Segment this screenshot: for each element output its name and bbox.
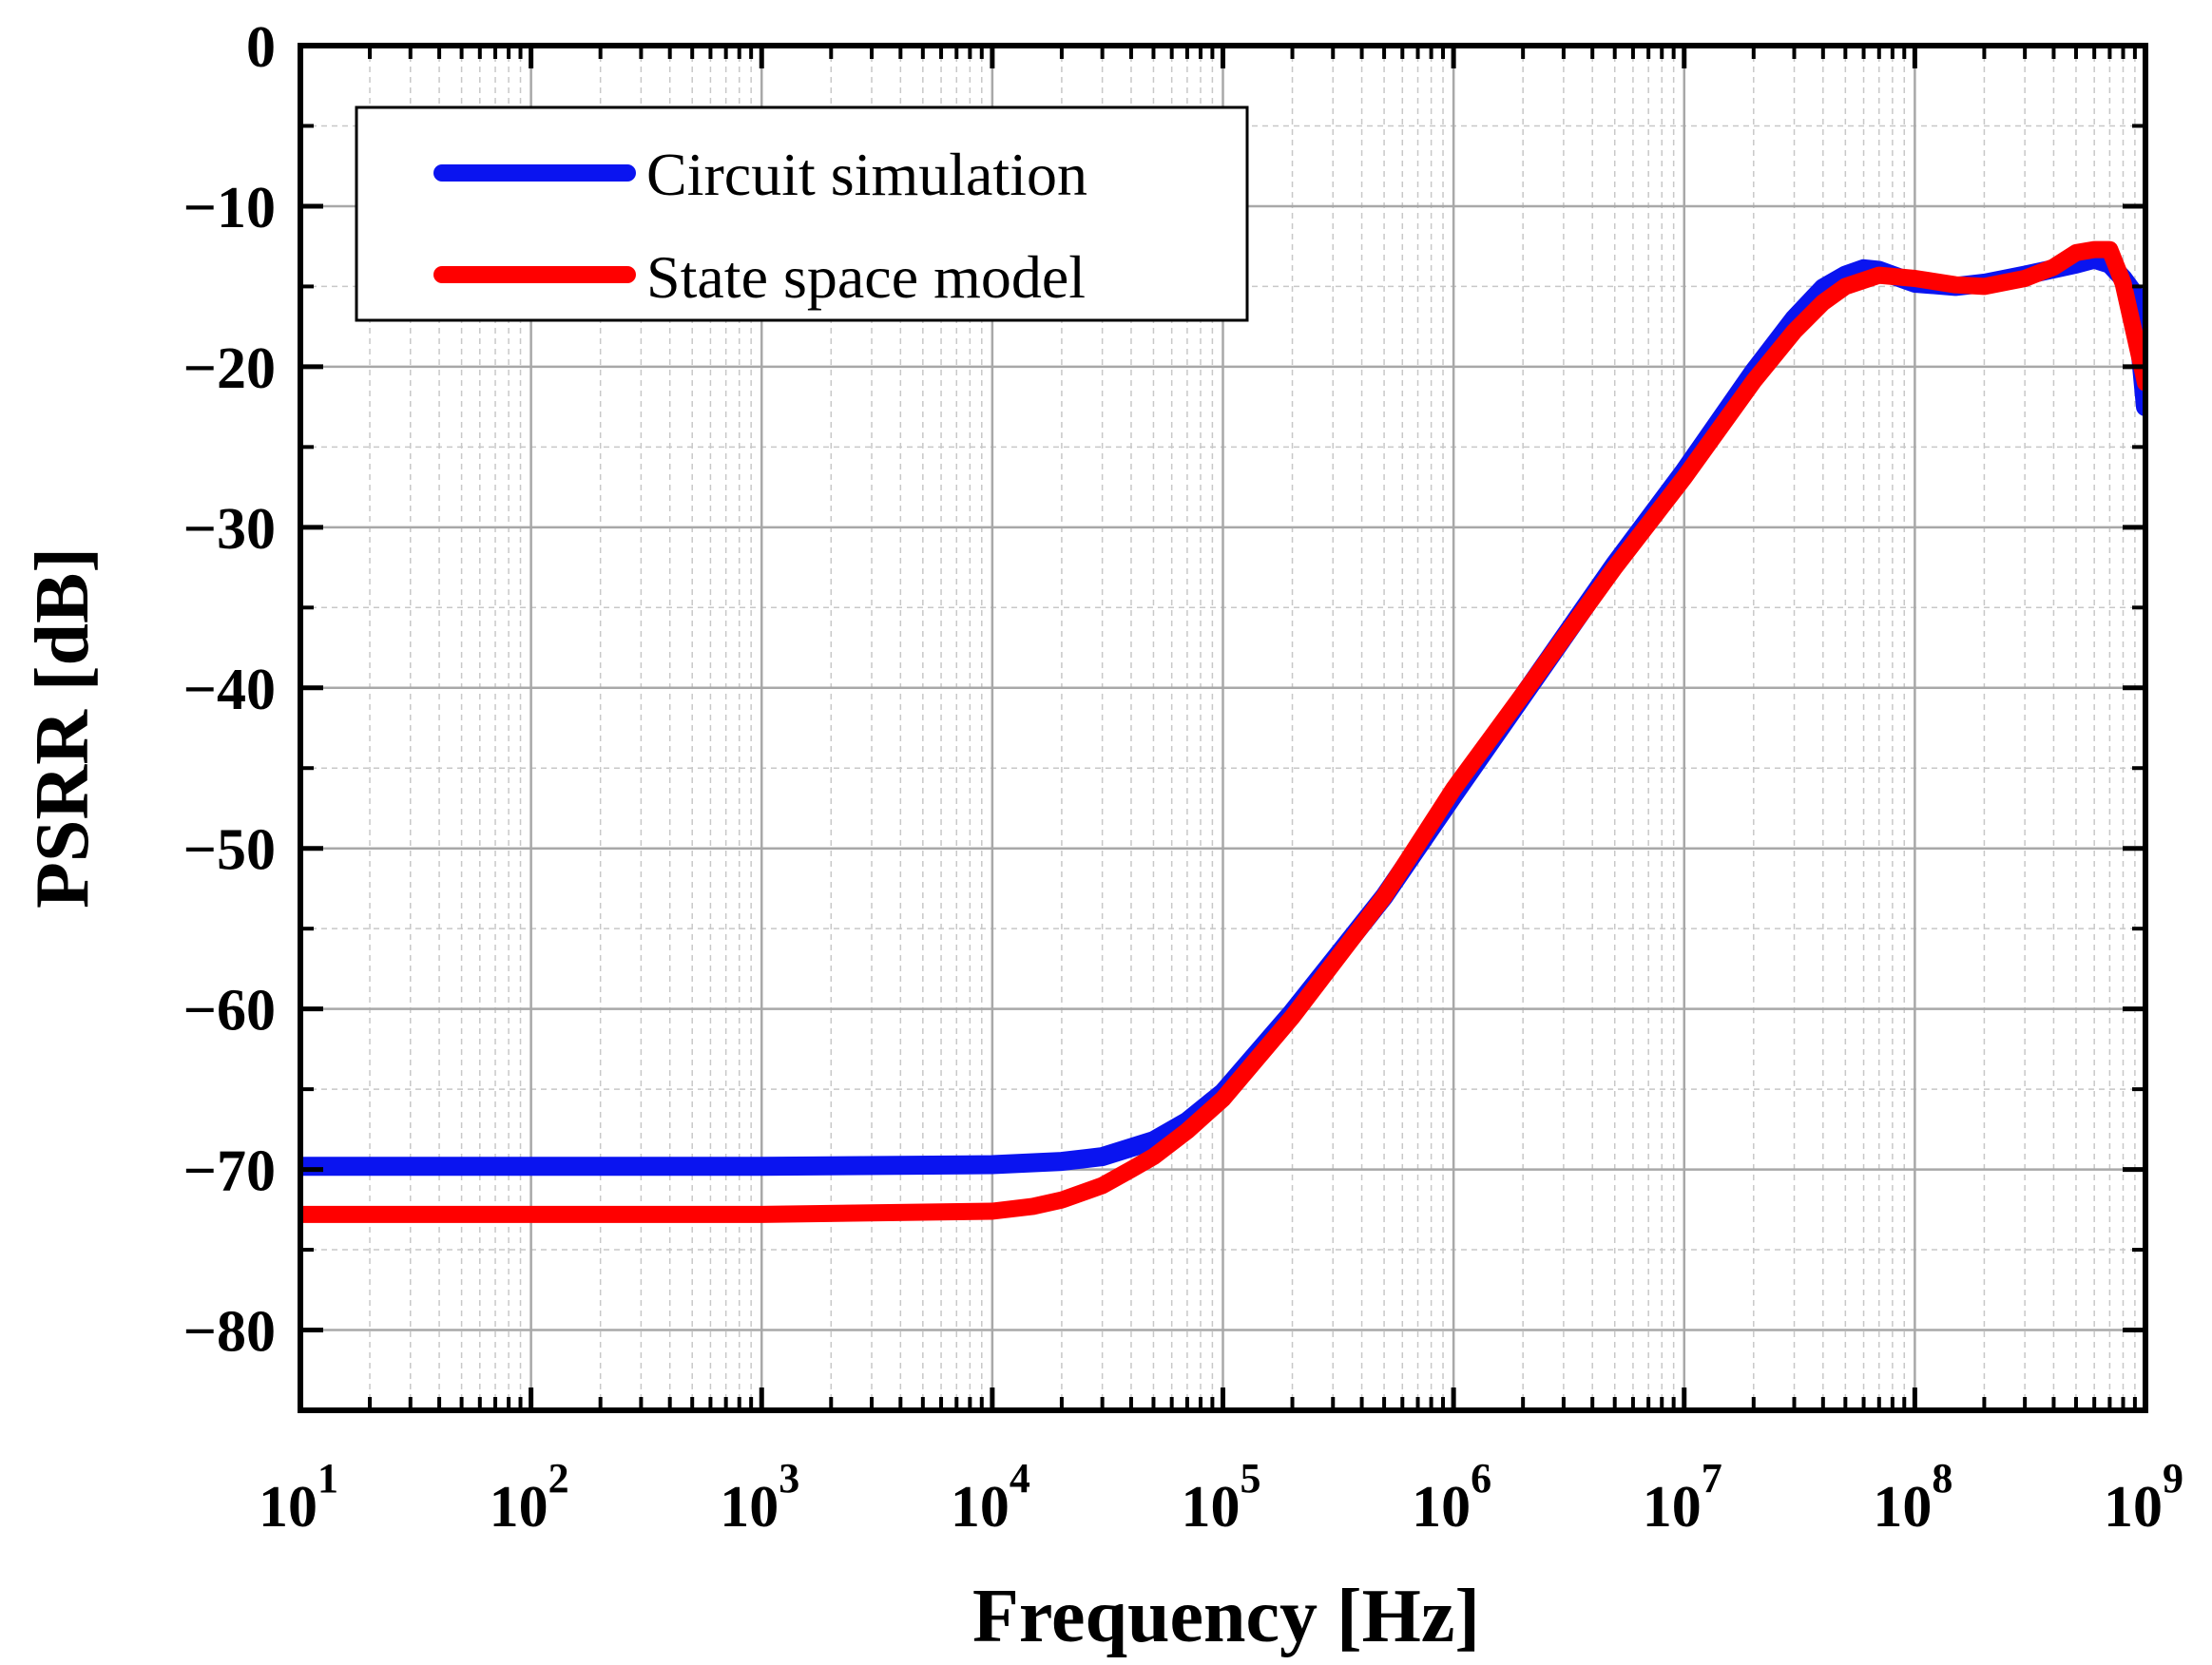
x-axis-title: Frequency [Hz] <box>972 1575 1480 1658</box>
x-tick-base: 10 <box>951 1475 1010 1540</box>
x-tick-base: 10 <box>2104 1475 2163 1540</box>
x-tick-base: 10 <box>1412 1475 1471 1540</box>
y-tick-label: −50 <box>183 818 276 883</box>
legend-label-circuit-simulation: Circuit simulation <box>646 141 1087 208</box>
x-tick-label: 108 <box>1873 1455 1952 1540</box>
x-tick-exponent: 2 <box>548 1455 569 1502</box>
grid <box>298 44 2147 1411</box>
series-layer <box>300 240 2145 1223</box>
y-tick-label: −40 <box>183 658 276 722</box>
x-tick-label: 107 <box>1643 1455 1722 1540</box>
x-tick-label: 105 <box>1182 1455 1261 1540</box>
x-tick-exponent: 4 <box>1010 1455 1030 1502</box>
x-tick-exponent: 8 <box>1932 1455 1952 1502</box>
y-tick-label: −10 <box>183 176 276 240</box>
y-tick-label: −80 <box>183 1300 276 1365</box>
tick-labels: 101 102 103 104 105 106 107 108 1090−10−20−30−40… <box>183 15 2183 1540</box>
legend: Circuit simulation State space model <box>355 105 1249 322</box>
x-tick-label: 106 <box>1412 1455 1491 1540</box>
x-tick-label: 101 <box>259 1455 338 1540</box>
x-tick-exponent: 5 <box>1241 1455 1261 1502</box>
y-tick-label: −20 <box>183 336 276 401</box>
x-tick-base: 10 <box>490 1475 548 1540</box>
legend-label-state-space-model: State space model <box>646 243 1086 311</box>
series-line-state-space-model <box>300 240 2145 1223</box>
y-axis-title: PSRR [dB] <box>21 547 105 909</box>
x-tick-base: 10 <box>1643 1475 1702 1540</box>
y-tick-label: −70 <box>183 1139 276 1204</box>
x-tick-exponent: 7 <box>1702 1455 1722 1502</box>
y-tick-label: −60 <box>183 979 276 1043</box>
x-tick-exponent: 3 <box>779 1455 799 1502</box>
x-tick-base: 10 <box>720 1475 779 1540</box>
tick-marks <box>298 43 2148 1412</box>
legend-box <box>355 105 1249 322</box>
x-tick-base: 10 <box>1873 1475 1932 1540</box>
x-tick-label: 103 <box>720 1455 799 1540</box>
x-tick-exponent: 6 <box>1471 1455 1491 1502</box>
x-tick-base: 10 <box>1182 1475 1241 1540</box>
x-tick-exponent: 9 <box>2163 1455 2183 1502</box>
x-tick-label: 102 <box>490 1455 569 1540</box>
y-tick-label: −30 <box>183 497 276 562</box>
x-tick-base: 10 <box>259 1475 317 1540</box>
y-tick-label: 0 <box>246 15 276 80</box>
x-tick-exponent: 1 <box>317 1455 338 1502</box>
x-tick-label: 104 <box>951 1455 1030 1540</box>
x-tick-label: 109 <box>2104 1455 2183 1540</box>
